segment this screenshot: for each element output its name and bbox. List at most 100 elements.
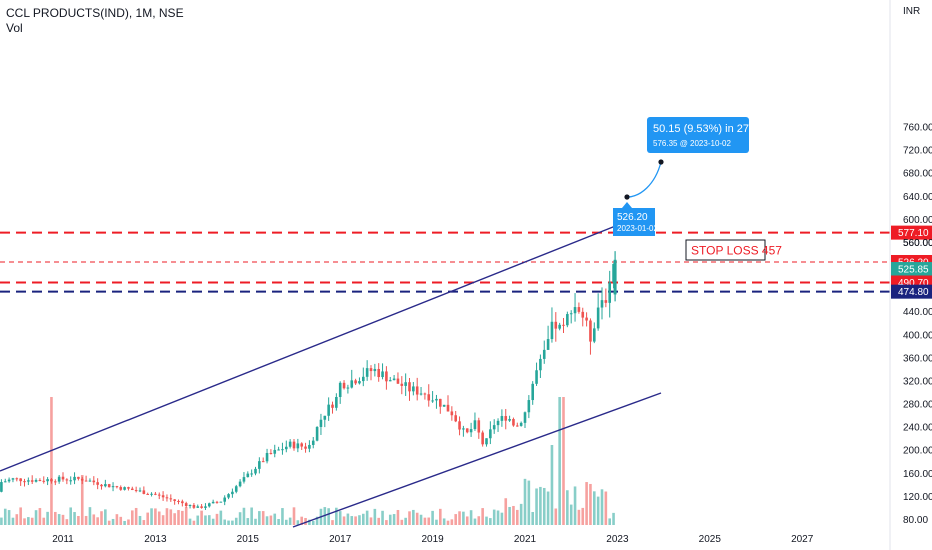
candle-body [385,371,388,382]
volume-bar [354,516,357,525]
candlesticks [0,251,617,510]
candle-body [111,486,115,488]
candle-body [485,438,488,445]
y-tick-label: 760.00 [903,123,932,134]
candle-body [454,415,457,422]
volume-bar [208,515,211,525]
volume-bar [173,513,176,525]
volume-bar [569,504,573,525]
candle-body [296,443,300,449]
time-axis: 2011 2013 2015 2017 2019 2021 2023 2025 2027 [52,534,814,545]
volume-bar [400,519,404,525]
candle-body [92,480,96,483]
volume-bar [377,517,380,525]
volume-bar [550,445,554,525]
volume-bar [134,507,138,525]
y-tick-label: 280.00 [903,400,932,411]
candle-body [138,490,142,492]
price-tag-label: 490.70 [898,278,929,289]
candle-body [208,503,211,507]
volume-bar [335,507,338,525]
volume-bar [558,397,561,525]
candle-body [215,501,219,503]
candle-body [346,387,350,389]
volume-bar [392,514,396,525]
candle-body [50,479,53,482]
price-axis: 80.00 120.00 160.00 200.00 240.00 280.00 320.0… [891,123,932,526]
projection-box [647,117,749,153]
trend-channel [0,224,662,528]
candle-body [577,307,581,312]
volume-bar [450,519,454,525]
candle-body [308,444,311,449]
volume-bar [254,518,257,525]
candle-body [7,479,11,482]
candle-body [265,452,269,462]
candle-body [546,339,550,350]
volume-bar [415,512,419,525]
price-tag-label: 577.10 [898,228,929,239]
volume-bar [327,508,330,525]
candle-body [419,393,423,395]
candle-body [613,259,617,295]
candle-body [115,486,119,488]
volume-bar [77,515,80,525]
y-tick-label: 680.00 [903,169,932,180]
candle-body [465,428,469,433]
candle-body [73,476,76,481]
candle-body [100,484,103,487]
candle-body [223,497,226,502]
candle-body [57,476,61,482]
volume-bar [200,510,203,525]
x-tick-label: 2025 [699,534,722,545]
candle-body [142,490,146,494]
volume-bar [115,514,119,525]
candle-body [169,498,173,500]
volume-bar [0,517,3,525]
volume-bar [111,518,115,525]
volume-bar [562,397,565,525]
candle-body [381,371,384,378]
candle-body [38,480,42,482]
candle-body [358,381,361,384]
volume-bar [238,512,242,525]
volume-bar [342,516,346,525]
candle-body [365,368,369,377]
volume-bar [473,518,477,525]
volume-bar [3,508,7,525]
candle-body [504,416,508,421]
candle-body [388,380,392,382]
candle-body [157,494,161,496]
volume-bar [508,506,511,525]
candle-body [435,398,438,401]
volume-bar [408,511,411,525]
candle-body [323,415,327,420]
candle-body [581,311,585,318]
volume-bar [365,510,369,525]
candle-body [96,482,99,485]
volume-bar [46,511,49,525]
volume-bar [581,507,585,525]
volume-bar [288,517,292,525]
candle-body [281,449,284,451]
candle-body [500,416,504,421]
candle-body [481,432,484,445]
price-tag-label: 474.80 [898,287,929,298]
candle-body [335,396,338,408]
candle-body [288,441,292,447]
volume-bar [154,508,157,525]
candle-body [246,473,250,478]
y-tick-label: 640.00 [903,192,932,203]
volume-bar [54,511,57,525]
candle-body [27,480,30,482]
candle-body [254,468,257,474]
candle-body [462,428,465,430]
volume-bar [88,507,92,525]
candle-body [238,481,242,487]
projection-start-dot [624,194,630,200]
volume-bar [315,516,319,525]
volume-bar [539,486,542,525]
volume-bar [34,510,38,525]
volume-bar [277,519,280,525]
